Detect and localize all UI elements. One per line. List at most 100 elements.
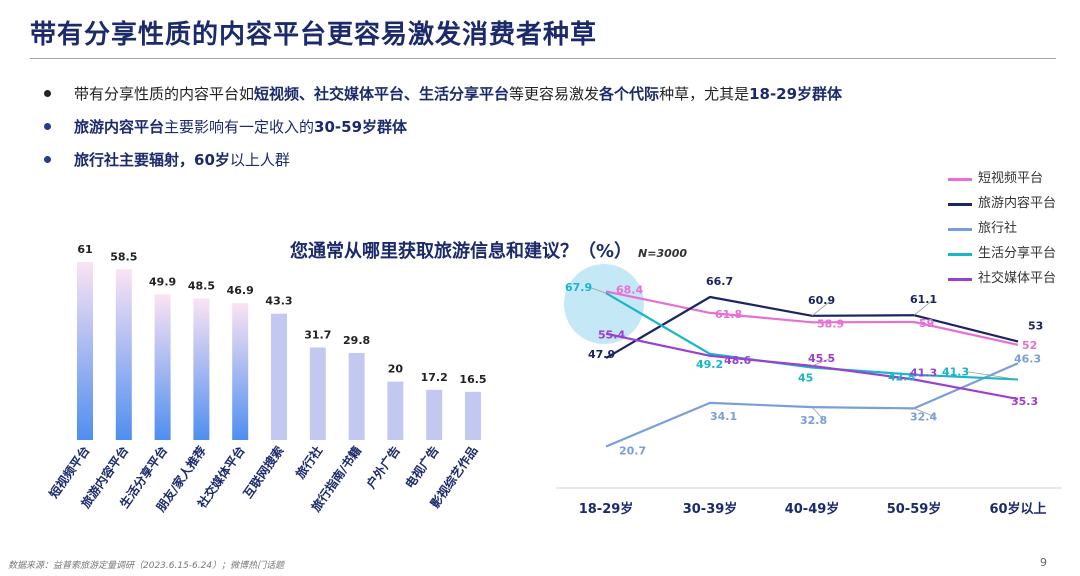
bullet-1: 带有分享性质的内容平台如短视频、社交媒体平台、生活分享平台等更容易激发各个代际种… — [40, 84, 842, 104]
bullet-text-run: 等更容易激发 — [509, 85, 600, 103]
data-label-leader — [811, 299, 833, 317]
bullet-text-run: 旅行社主要辐射，60岁 — [74, 151, 230, 169]
legend-swatch — [948, 278, 972, 281]
data-label: 46.3 — [1014, 352, 1041, 365]
bar — [309, 347, 326, 440]
data-label: 59 — [919, 317, 934, 330]
legend-label: 社交媒体平台 — [978, 271, 1057, 286]
bar-value-label: 20 — [388, 363, 404, 376]
data-label-leader — [913, 298, 935, 316]
data-label: 35.3 — [1011, 395, 1038, 408]
data-label: 48.6 — [724, 354, 751, 367]
legend-item: 旅游内容平台 — [948, 195, 1056, 220]
legend-item: 短视频平台 — [948, 170, 1056, 195]
bar-value-label: 61 — [77, 243, 92, 256]
data-label-leader — [811, 406, 825, 421]
bullet-text-run: 18-29岁群体 — [749, 85, 843, 103]
legend-swatch — [948, 253, 972, 256]
data-label: 53 — [1028, 320, 1043, 333]
series-line — [605, 292, 1019, 381]
page-number: 9 — [1040, 556, 1047, 569]
x-tick-label: 30-39岁 — [683, 501, 738, 517]
data-label: 68.4 — [616, 283, 643, 296]
legend-item: 社交媒体平台 — [948, 270, 1056, 295]
data-label-leader — [588, 286, 607, 294]
bullet-text: 旅行社主要辐射，60岁以上人群 — [74, 151, 290, 169]
x-tick-label: 50-59岁 — [887, 501, 942, 517]
legend-label: 生活分享平台 — [978, 246, 1057, 261]
title-divider — [30, 58, 1056, 59]
legend-label: 旅游内容平台 — [978, 196, 1057, 211]
data-label-leader — [913, 321, 916, 324]
bar — [426, 389, 443, 440]
bar-value-label: 48.5 — [188, 279, 215, 292]
data-label: 58.9 — [817, 317, 844, 330]
bar — [232, 303, 249, 440]
bullet-3: 旅行社主要辐射，60岁以上人群 — [40, 150, 842, 170]
x-tick-label: 40-49岁 — [785, 501, 840, 517]
bullet-text-run: 短视频、社交媒体平台、生活分享平台 — [254, 85, 510, 103]
chart-title-text: 您通常从哪里获取旅游信息和建议？（%） — [290, 241, 633, 262]
highlight-bubble — [564, 264, 644, 344]
data-label: 42.8 — [888, 371, 915, 384]
bar-value-label: 49.9 — [149, 275, 176, 288]
bullet-2: 旅游内容平台主要影响有一定收入的30-59岁群体 — [40, 117, 842, 137]
chart-title: 您通常从哪里获取旅游信息和建议？（%） N=3000 — [290, 237, 687, 263]
x-tick-label: 60岁以上 — [989, 501, 1046, 517]
page-title: 带有分享性质的内容平台更容易激发消费者种草 — [30, 20, 598, 50]
data-label: 32.8 — [800, 414, 827, 427]
bar — [77, 262, 93, 440]
data-label: 67.9 — [565, 281, 592, 294]
bar-value-label: 31.7 — [304, 328, 331, 341]
bar-value-label: 29.8 — [343, 334, 370, 347]
data-label: 41.3 — [910, 367, 937, 380]
legend-label: 短视频平台 — [978, 171, 1044, 186]
data-label-leader — [811, 322, 814, 324]
data-label: 60.9 — [808, 294, 835, 307]
bar — [154, 294, 171, 440]
bullet-dot — [44, 90, 51, 97]
data-label-leader — [911, 374, 915, 377]
bar — [193, 298, 210, 440]
data-source-note: 数据来源：益普索旅游定量调研（2023.6.15-6.24）；微博热门话题 — [8, 561, 285, 571]
data-label: 49.2 — [696, 358, 723, 371]
bullet-text-run: 带有分享性质的内容平台如 — [74, 85, 255, 103]
data-label-leader — [913, 408, 935, 417]
bullet-text: 旅游内容平台主要影响有一定收入的30-59岁群体 — [74, 118, 407, 136]
legend-swatch — [948, 228, 972, 231]
line-chart-legend: 短视频平台旅游内容平台 旅行社生活分享平台 社交媒体平台 — [948, 170, 1056, 295]
legend-item: 旅行社 — [948, 220, 1056, 245]
legend-item: 生活分享平台 — [948, 245, 1056, 270]
bullet-text-run: 种草，尤其是 — [659, 85, 750, 103]
bar-value-label: 43.3 — [265, 295, 292, 308]
data-label: 47.9 — [588, 348, 615, 361]
data-label-leader — [811, 357, 833, 367]
data-label: 45.5 — [808, 352, 835, 365]
data-label: 45 — [798, 372, 813, 385]
bullet-dot — [44, 123, 51, 130]
data-label: 52 — [1022, 339, 1037, 352]
data-label: 61.1 — [910, 293, 937, 306]
bullet-text-run: 30-59岁群体 — [314, 118, 408, 136]
bar — [387, 381, 404, 440]
data-label: 34.1 — [710, 410, 737, 423]
data-label: 66.7 — [706, 275, 733, 288]
data-label-leader — [709, 312, 712, 315]
data-label: 61.8 — [715, 308, 742, 321]
legend-swatch — [948, 178, 972, 181]
data-label: 55.4 — [598, 329, 625, 342]
data-label-leader — [965, 371, 1019, 380]
bar — [465, 391, 481, 440]
bullet-dot — [44, 156, 51, 163]
bullet-text-run: 旅游内容平台 — [74, 118, 165, 136]
bar — [348, 353, 365, 440]
bar-value-label: 58.5 — [110, 250, 137, 263]
data-label: 32.4 — [910, 410, 937, 423]
legend-swatch — [948, 203, 972, 206]
bar — [115, 269, 132, 440]
sample-size-note: N=3000 — [638, 247, 688, 260]
bar-value-label: 16.5 — [459, 373, 486, 386]
bullet-text-run: 主要影响有一定收入的 — [164, 118, 315, 136]
legend-label: 旅行社 — [978, 221, 1018, 236]
